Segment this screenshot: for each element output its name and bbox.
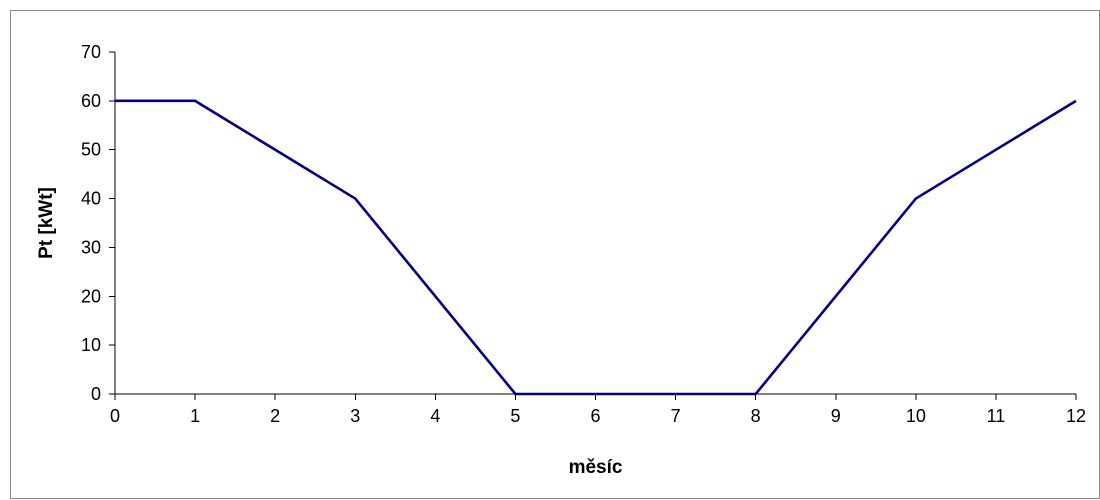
x-tick-label: 5 <box>510 406 520 426</box>
x-tick-label: 9 <box>831 406 841 426</box>
y-axis-title: Pt [kWt] <box>36 187 57 259</box>
x-tick-label: 1 <box>190 406 200 426</box>
y-tick-label: 30 <box>81 237 101 257</box>
series-line <box>115 99 1077 396</box>
series-group <box>115 99 1077 396</box>
y-tick-label: 50 <box>81 140 101 160</box>
chart-frame <box>10 10 1100 499</box>
x-tick-label: 6 <box>590 406 600 426</box>
x-axis-title: měsíc <box>569 457 623 478</box>
y-tick-label: 40 <box>81 189 101 209</box>
x-tick-label: 0 <box>110 406 120 426</box>
x-tick-label: 2 <box>270 406 280 426</box>
x-tick-label: 4 <box>430 406 440 426</box>
y-tick-label: 20 <box>81 286 101 306</box>
x-tick-label: 8 <box>751 406 761 426</box>
axes-group <box>114 52 1076 395</box>
x-tick-label: 7 <box>671 406 681 426</box>
x-tick-label: 10 <box>906 406 926 426</box>
y-tick-label: 0 <box>91 384 101 404</box>
y-tick-label: 60 <box>81 91 101 111</box>
x-tick-label: 12 <box>1066 406 1086 426</box>
x-tick-label: 3 <box>350 406 360 426</box>
y-tick-label: 70 <box>81 42 101 62</box>
x-tick-label: 11 <box>987 406 1006 426</box>
y-tick-label: 10 <box>81 335 101 355</box>
